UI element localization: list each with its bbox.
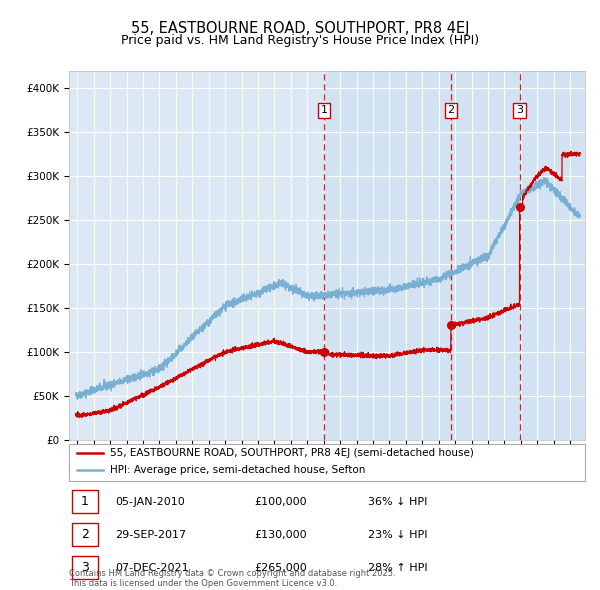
Text: Contains HM Land Registry data © Crown copyright and database right 2025.
This d: Contains HM Land Registry data © Crown c…: [69, 569, 395, 588]
Text: Price paid vs. HM Land Registry's House Price Index (HPI): Price paid vs. HM Land Registry's House …: [121, 34, 479, 47]
Text: 23% ↓ HPI: 23% ↓ HPI: [368, 530, 428, 540]
Text: 55, EASTBOURNE ROAD, SOUTHPORT, PR8 4EJ (semi-detached house): 55, EASTBOURNE ROAD, SOUTHPORT, PR8 4EJ …: [110, 448, 474, 458]
Text: 55, EASTBOURNE ROAD, SOUTHPORT, PR8 4EJ: 55, EASTBOURNE ROAD, SOUTHPORT, PR8 4EJ: [131, 21, 469, 35]
Text: HPI: Average price, semi-detached house, Sefton: HPI: Average price, semi-detached house,…: [110, 466, 365, 476]
Text: 1: 1: [81, 496, 89, 509]
Text: 07-DEC-2021: 07-DEC-2021: [115, 563, 189, 573]
Text: 2: 2: [81, 528, 89, 542]
Bar: [71, 556, 98, 579]
Bar: [71, 490, 98, 513]
Text: 28% ↑ HPI: 28% ↑ HPI: [368, 563, 428, 573]
Bar: [324, 71, 587, 440]
Text: 05-JAN-2010: 05-JAN-2010: [115, 497, 185, 507]
Text: 36% ↓ HPI: 36% ↓ HPI: [368, 497, 428, 507]
Bar: [71, 523, 98, 546]
Text: £130,000: £130,000: [255, 530, 307, 540]
Text: £100,000: £100,000: [255, 497, 307, 507]
Text: 2: 2: [448, 105, 454, 115]
Text: 3: 3: [516, 105, 523, 115]
Text: 1: 1: [320, 105, 328, 115]
Text: £265,000: £265,000: [255, 563, 308, 573]
Text: 29-SEP-2017: 29-SEP-2017: [115, 530, 187, 540]
Text: 3: 3: [81, 561, 89, 574]
